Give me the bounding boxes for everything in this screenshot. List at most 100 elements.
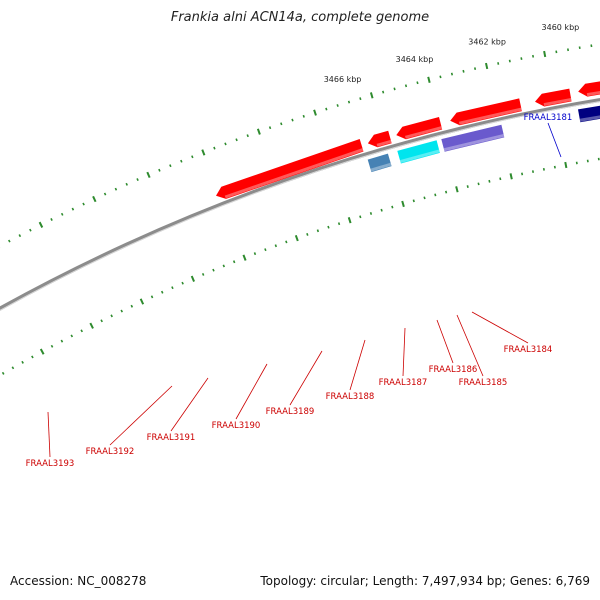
- gene-shade: [443, 133, 505, 152]
- minor-tick: [434, 193, 437, 197]
- major-tick: [139, 298, 145, 305]
- gene-shade: [586, 91, 600, 97]
- outer-tick-ring: [0, 44, 593, 248]
- minor-tick: [212, 268, 215, 272]
- minor-tick: [160, 290, 164, 294]
- minor-tick: [325, 107, 328, 111]
- minor-tick: [213, 146, 216, 150]
- major-tick: [201, 149, 206, 156]
- gene-label: FRAAL3190: [212, 421, 261, 431]
- leader-line: [471, 311, 529, 344]
- minor-tick: [125, 182, 128, 186]
- gene-arrow: [367, 130, 392, 148]
- minor-tick: [114, 187, 118, 191]
- major-tick: [455, 186, 459, 193]
- gene-labels: FRAAL3181FRAAL3184FRAAL3185FRAAL3186FRAA…: [26, 113, 573, 469]
- minor-tick: [488, 179, 491, 183]
- gene-arrow: [216, 139, 364, 199]
- minor-tick: [477, 182, 480, 186]
- minor-tick: [130, 304, 134, 308]
- gene-arrow: [441, 124, 505, 152]
- leader-line: [109, 385, 173, 446]
- minor-tick: [60, 212, 64, 216]
- minor-tick: [412, 199, 415, 203]
- minor-tick: [80, 329, 83, 333]
- minor-tick: [508, 59, 511, 63]
- gene-label: FRAAL3186: [429, 365, 478, 375]
- minor-tick: [100, 319, 103, 323]
- minor-tick: [120, 309, 123, 313]
- gene-arrow: [578, 105, 600, 123]
- backbone-arc: [0, 98, 600, 311]
- minor-tick: [82, 202, 85, 206]
- minor-tick: [158, 168, 161, 172]
- major-tick: [509, 173, 513, 180]
- gene-arrow: [367, 153, 392, 173]
- gene-shade: [458, 107, 522, 125]
- minor-tick: [450, 72, 454, 76]
- minor-tick: [264, 248, 267, 252]
- gene-shade: [399, 149, 440, 163]
- minor-tick: [110, 314, 113, 318]
- page-title: Frankia alni ACN14a, complete genome: [170, 10, 430, 25]
- minor-tick: [21, 360, 24, 364]
- major-tick: [146, 171, 151, 179]
- label-leader-lines: [47, 122, 562, 458]
- minor-tick: [222, 264, 226, 268]
- minor-tick: [316, 229, 320, 233]
- genome-backbone: [0, 98, 600, 311]
- minor-tick: [291, 118, 294, 122]
- minor-tick: [103, 192, 107, 196]
- minor-tick: [235, 138, 238, 142]
- kbp-label: 3466 kbp: [324, 75, 362, 84]
- major-tick: [369, 92, 374, 99]
- gene-track: [216, 81, 600, 199]
- gene-arrow: [535, 88, 572, 107]
- minor-tick: [29, 228, 32, 232]
- leader-line: [547, 122, 562, 158]
- major-tick: [92, 195, 97, 203]
- minor-tick: [60, 339, 64, 343]
- gene-shade: [543, 97, 572, 107]
- minor-tick: [71, 207, 75, 211]
- minor-tick: [359, 97, 362, 101]
- minor-tick: [521, 172, 524, 176]
- minor-tick: [191, 155, 194, 159]
- minor-tick: [439, 75, 442, 79]
- major-tick: [256, 128, 261, 135]
- minor-tick: [232, 260, 236, 264]
- kbp-label: 3464 kbp: [396, 55, 434, 64]
- major-tick: [347, 217, 352, 224]
- minor-tick: [169, 164, 172, 168]
- minor-tick: [404, 84, 408, 88]
- minor-tick: [285, 240, 288, 244]
- minor-tick: [70, 334, 74, 338]
- major-tick: [401, 200, 405, 208]
- accession-text: Accession: NC_008278: [10, 574, 147, 588]
- minor-tick: [380, 208, 383, 212]
- gene-label: FRAAL3185: [459, 378, 508, 388]
- minor-tick: [31, 355, 34, 359]
- minor-tick: [201, 272, 205, 276]
- gene-shade: [404, 126, 443, 139]
- minor-tick: [462, 69, 465, 73]
- minor-tick: [347, 100, 351, 104]
- major-tick: [427, 76, 431, 83]
- minor-tick: [302, 114, 305, 118]
- leader-line: [402, 327, 406, 377]
- gene-shade: [370, 162, 392, 172]
- minor-tick: [280, 122, 283, 126]
- minor-tick: [8, 239, 11, 243]
- major-tick: [242, 254, 247, 261]
- major-tick: [484, 62, 489, 70]
- leader-line: [235, 363, 268, 420]
- minor-tick: [274, 244, 278, 248]
- minor-tick: [268, 126, 272, 130]
- major-tick: [190, 275, 195, 282]
- leader-line: [349, 339, 366, 391]
- minor-tick: [150, 295, 154, 299]
- minor-tick: [181, 281, 184, 285]
- gene-label: FRAAL3191: [147, 433, 196, 443]
- minor-tick: [336, 104, 339, 107]
- major-tick: [313, 109, 317, 116]
